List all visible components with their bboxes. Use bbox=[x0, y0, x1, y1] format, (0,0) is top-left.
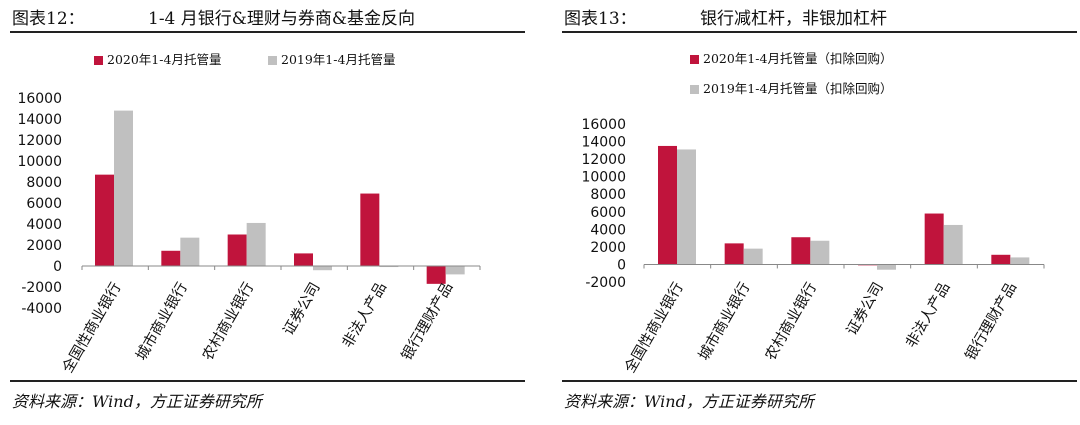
figure-12-category-label-6: 银行理财产品 bbox=[398, 280, 456, 364]
figure-12-y-tick-label: -2000 bbox=[21, 280, 62, 296]
figure-12-legend-label-1: 2020年1-4月托管量 bbox=[107, 52, 221, 67]
figure-12-bar-s2-c6 bbox=[445, 266, 465, 275]
figure-12-category-label-1: 全国性商业银行 bbox=[58, 279, 124, 376]
figure-12-y-tick-label: 4000 bbox=[26, 217, 62, 233]
figure-12-bar-s2-c4 bbox=[313, 266, 332, 271]
figure-12-legend-swatch-1 bbox=[94, 56, 103, 65]
figure-13-category-label-6: 银行理财产品 bbox=[962, 279, 1020, 363]
figure-12-bar-s1-c2 bbox=[161, 250, 181, 266]
figure-13-y-tick-label: 16000 bbox=[581, 117, 626, 133]
figure-12-y-tick-label: 16000 bbox=[17, 91, 62, 107]
figure-13-bar-s1-c5 bbox=[924, 213, 944, 265]
figure-12-bar-s2-c5 bbox=[379, 266, 399, 268]
figure-13-bar-s2-c2 bbox=[743, 248, 763, 265]
figure-12-category-label-3: 农村商业银行 bbox=[199, 280, 257, 364]
figure-13-y-tick-label: 6000 bbox=[590, 205, 626, 221]
figure-12-y-tick-label: 8000 bbox=[26, 175, 62, 191]
figure-12-legend-swatch-2 bbox=[268, 56, 277, 65]
figure-13-category-label-5: 非法人产品 bbox=[902, 280, 953, 351]
figure-12-bar-s2-c2 bbox=[180, 237, 200, 266]
figure-13-y-tick-label: 2000 bbox=[590, 240, 626, 256]
figure-12-y-tick-label: 2000 bbox=[26, 238, 62, 254]
figure-13-y-tick-label: 12000 bbox=[581, 152, 626, 168]
figure-13-chart: 2020年1-4月托管量（扣除回购） 2019年1-4月托管量（扣除回购） 1600… bbox=[581, 51, 1045, 376]
figure-13-y-tick-label: 4000 bbox=[590, 222, 626, 238]
figure-13-title: 银行减杠杆，非银加杠杆 bbox=[700, 9, 887, 29]
figure-12-y-tick-label: 6000 bbox=[26, 196, 62, 212]
figure-13-y-tick-label: 10000 bbox=[581, 170, 626, 186]
figure-13-bar-s1-c2 bbox=[724, 243, 744, 265]
figure-12-bar-s1-c5 bbox=[360, 193, 380, 266]
figure-13-bar-s2-c5 bbox=[943, 224, 963, 265]
figure-12-label: 图表12： bbox=[12, 9, 85, 29]
figure-13-category-label-3: 农村商业银行 bbox=[762, 280, 820, 364]
figure-13-bar-s2-c1 bbox=[677, 149, 696, 265]
figure-12-bar-s1-c4 bbox=[294, 253, 313, 266]
figure-13-bar-s2-c3 bbox=[810, 240, 830, 265]
figure-13-legend-label-1: 2020年1-4月托管量（扣除回购） bbox=[703, 51, 892, 66]
figure-12-y-tick-label: 14000 bbox=[17, 112, 62, 128]
figure-13-top-rule bbox=[562, 31, 1077, 33]
figure-12-y-tick-label: 10000 bbox=[17, 154, 62, 170]
figure-12-bar-s1-c6 bbox=[426, 266, 446, 284]
figure-12-category-label-5: 非法人产品 bbox=[339, 280, 390, 351]
figure-13-category-label-1: 全国性商业银行 bbox=[620, 279, 686, 376]
figure-12-top-rule bbox=[10, 31, 525, 33]
figure-12-category-label-2: 城市商业银行 bbox=[133, 280, 191, 364]
figure-12-source: 资料来源：Wind，方正证券研究所 bbox=[12, 392, 262, 411]
figure-13-label: 图表13： bbox=[564, 9, 637, 29]
figure-12-title: 1-4 月银行&理财与券商&基金反向 bbox=[148, 9, 416, 29]
figure-12-bar-s2-c1 bbox=[114, 110, 133, 266]
figure-12-bar-s1-c3 bbox=[227, 234, 247, 266]
figure-13-legend-swatch-2 bbox=[690, 85, 699, 94]
figure-12-panel: 图表12： 1-4 月银行&理财与券商&基金反向 2020年1-4月托管量 201… bbox=[10, 9, 525, 411]
figure-12-chart: 2020年1-4月托管量 2019年1-4月托管量 16000 14000 12000 1… bbox=[17, 52, 481, 376]
figure-13-source: 资料来源：Wind，方正证券研究所 bbox=[564, 392, 814, 411]
figure-13-panel: 图表13： 银行减杠杆，非银加杠杆 2020年1-4月托管量（扣除回购） 2019… bbox=[552, 0, 1080, 425]
figure-13-bar-s1-c1 bbox=[658, 145, 677, 265]
figure-12-legend-label-2: 2019年1-4月托管量 bbox=[281, 52, 395, 67]
figure-13-category-label-2: 城市商业银行 bbox=[695, 280, 753, 364]
figure-13-y-tick-label: 14000 bbox=[581, 135, 626, 151]
figure-13-bar-s2-c4 bbox=[877, 264, 896, 270]
figure-13-y-tick-label: 0 bbox=[617, 257, 626, 273]
figure-12-bar-s1-c1 bbox=[95, 174, 114, 266]
figure-13-legend-swatch-1 bbox=[690, 55, 699, 64]
figure-12-bar-s2-c3 bbox=[246, 222, 266, 266]
figure-13-bar-s1-c3 bbox=[791, 237, 811, 265]
figure-13-bar-s1-c6 bbox=[991, 254, 1011, 265]
figure-12-bottom-rule bbox=[10, 380, 525, 382]
figure-13-legend-label-2: 2019年1-4月托管量（扣除回购） bbox=[703, 81, 892, 96]
figure-12-y-tick-label: 12000 bbox=[17, 133, 62, 149]
figure-13-category-label-4: 证券公司 bbox=[843, 280, 887, 339]
figure-12-y-tick-label: -4000 bbox=[21, 301, 62, 317]
figure-12-category-label-4: 证券公司 bbox=[280, 280, 324, 339]
figure-12-y-tick-label: 0 bbox=[53, 259, 62, 275]
figure-13-y-tick-label: -2000 bbox=[585, 275, 626, 291]
figure-13-bottom-rule bbox=[562, 380, 1077, 382]
figure-13-y-tick-label: 8000 bbox=[590, 187, 626, 203]
figure-13-bar-s2-c6 bbox=[1010, 257, 1030, 265]
